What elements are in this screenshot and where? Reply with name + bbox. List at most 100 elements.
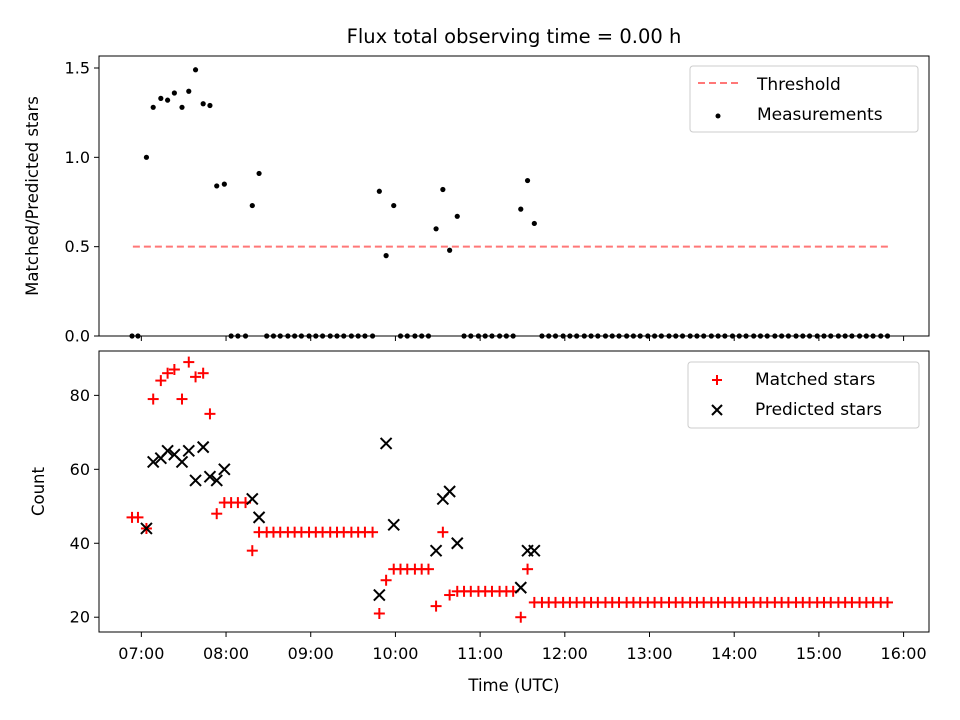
matched-star-marker bbox=[437, 526, 449, 538]
predicted-star-stroke-b bbox=[196, 440, 210, 454]
predicted-star-marker bbox=[443, 485, 456, 498]
predicted-star-stroke-b bbox=[387, 518, 400, 531]
matched-star-marker bbox=[515, 611, 527, 623]
matched-stars-layer bbox=[126, 356, 893, 623]
matched-star-marker bbox=[380, 574, 392, 586]
predicted-star-stroke-b bbox=[175, 455, 189, 469]
time-x-tick-label: 10:00 bbox=[372, 644, 418, 663]
count-y-tick-label: 60 bbox=[70, 460, 90, 479]
predicted-star-marker bbox=[379, 437, 393, 450]
ratio-y-axis-label: Matched/Predicted stars bbox=[23, 96, 42, 296]
count-panel: 20 40 60 80 07:00 08:00 09:00 10:00 11:00 12:00 1… bbox=[29, 350, 930, 695]
time-x-tick-label: 14:00 bbox=[711, 644, 757, 663]
measurement-point bbox=[256, 170, 262, 177]
predicted-star-stroke-b bbox=[182, 444, 195, 458]
predicted-star-stroke-b bbox=[379, 437, 393, 450]
time-x-tick-label: 13:00 bbox=[626, 644, 672, 663]
matched-star-marker bbox=[367, 526, 379, 538]
legend-matched-label: Matched stars bbox=[755, 370, 875, 390]
predicted-star-marker bbox=[252, 511, 266, 524]
predicted-star-stroke-b bbox=[373, 588, 386, 602]
count-y-axis-label: Count bbox=[29, 466, 48, 516]
time-x-tick-label: 12:00 bbox=[542, 644, 588, 663]
measurement-point bbox=[524, 177, 531, 184]
measurement-point bbox=[186, 88, 192, 94]
predicted-star-stroke-b bbox=[252, 511, 266, 524]
measurement-point bbox=[150, 104, 156, 110]
predicted-star-marker bbox=[218, 463, 231, 476]
matched-star-marker bbox=[211, 508, 223, 520]
legend-measurements-swatch bbox=[715, 113, 721, 119]
measurement-point bbox=[192, 67, 199, 73]
matched-star-marker bbox=[155, 375, 167, 387]
legend-measurements-label: Measurements bbox=[757, 105, 883, 125]
measurement-point bbox=[165, 97, 171, 103]
ratio-y-tick-label: 1.0 bbox=[65, 148, 90, 167]
predicted-star-stroke-b bbox=[528, 544, 541, 557]
legend-matched-swatch bbox=[712, 375, 722, 385]
matched-star-marker bbox=[373, 608, 385, 620]
matched-star-marker bbox=[882, 596, 893, 608]
predicted-star-stroke-b bbox=[161, 444, 174, 458]
measurement-point bbox=[376, 188, 382, 194]
legend-predicted-label: Predicted stars bbox=[755, 400, 882, 420]
predicted-star-stroke-b bbox=[443, 485, 456, 498]
matched-star-marker bbox=[190, 371, 202, 383]
time-x-tick-label: 09:00 bbox=[288, 644, 334, 663]
measurement-point bbox=[214, 183, 220, 189]
matched-star-marker bbox=[444, 589, 456, 601]
predicted-star-marker bbox=[246, 492, 259, 506]
predicted-star-stroke-b bbox=[514, 581, 527, 594]
matched-star-marker bbox=[522, 563, 534, 575]
measurement-point bbox=[249, 202, 255, 209]
predicted-star-stroke-b bbox=[210, 474, 223, 487]
predicted-star-stroke-b bbox=[140, 522, 153, 535]
time-x-tick-label: 07:00 bbox=[118, 644, 164, 663]
matched-star-marker bbox=[132, 511, 144, 523]
measurement-point bbox=[179, 104, 185, 110]
predicted-star-marker bbox=[146, 455, 160, 469]
predicted-stars-layer bbox=[140, 437, 541, 602]
measurement-point bbox=[200, 101, 206, 107]
predicted-star-marker bbox=[528, 544, 541, 557]
ratio-y-tick-label: 1.5 bbox=[65, 59, 90, 78]
measurement-point bbox=[158, 95, 164, 101]
predicted-star-marker bbox=[140, 522, 153, 535]
matched-star-marker bbox=[430, 600, 442, 612]
count-y-tick-label: 80 bbox=[70, 386, 90, 405]
predicted-star-marker bbox=[175, 455, 189, 469]
time-x-tick-label: 16:00 bbox=[881, 644, 927, 663]
count-y-tick-label: 40 bbox=[70, 534, 90, 553]
measurement-point bbox=[447, 247, 453, 253]
measurement-point bbox=[143, 154, 150, 160]
time-x-tick-label: 15:00 bbox=[796, 644, 842, 663]
predicted-star-stroke-b bbox=[189, 474, 202, 487]
predicted-star-marker bbox=[387, 518, 400, 531]
ratio-panel-frame bbox=[98, 55, 930, 337]
count-y-ticks: 20 40 60 80 bbox=[70, 386, 99, 627]
measurement-point bbox=[433, 226, 439, 232]
predicted-star-marker bbox=[196, 440, 210, 454]
predicted-star-stroke-b bbox=[451, 537, 464, 550]
ratio-panel: 0.0 0.5 1.0 1.5 Matched/Predicted stars Thr… bbox=[23, 55, 930, 346]
measurement-point bbox=[171, 90, 177, 96]
time-x-axis-label: Time (UTC) bbox=[467, 676, 559, 695]
time-x-tick-label: 11:00 bbox=[457, 644, 503, 663]
predicted-star-marker bbox=[514, 581, 527, 594]
chart-title: Flux total observing time = 0.00 h bbox=[347, 25, 682, 48]
measurement-point bbox=[440, 186, 446, 193]
predicted-star-marker bbox=[189, 474, 202, 487]
matched-star-marker bbox=[183, 356, 195, 368]
predicted-star-stroke-b bbox=[203, 470, 217, 483]
predicted-star-stroke-b bbox=[168, 448, 181, 461]
measurement-point bbox=[391, 202, 397, 209]
predicted-star-marker bbox=[429, 544, 443, 557]
measurement-point bbox=[454, 213, 460, 219]
count-legend: Matched stars Predicted stars bbox=[687, 361, 920, 429]
ratio-y-tick-label: 0.0 bbox=[65, 327, 90, 346]
predicted-star-marker bbox=[210, 474, 223, 487]
measurement-point bbox=[207, 102, 213, 109]
matched-star-marker bbox=[162, 367, 174, 379]
predicted-star-marker bbox=[203, 470, 217, 483]
matched-star-marker bbox=[246, 545, 258, 557]
